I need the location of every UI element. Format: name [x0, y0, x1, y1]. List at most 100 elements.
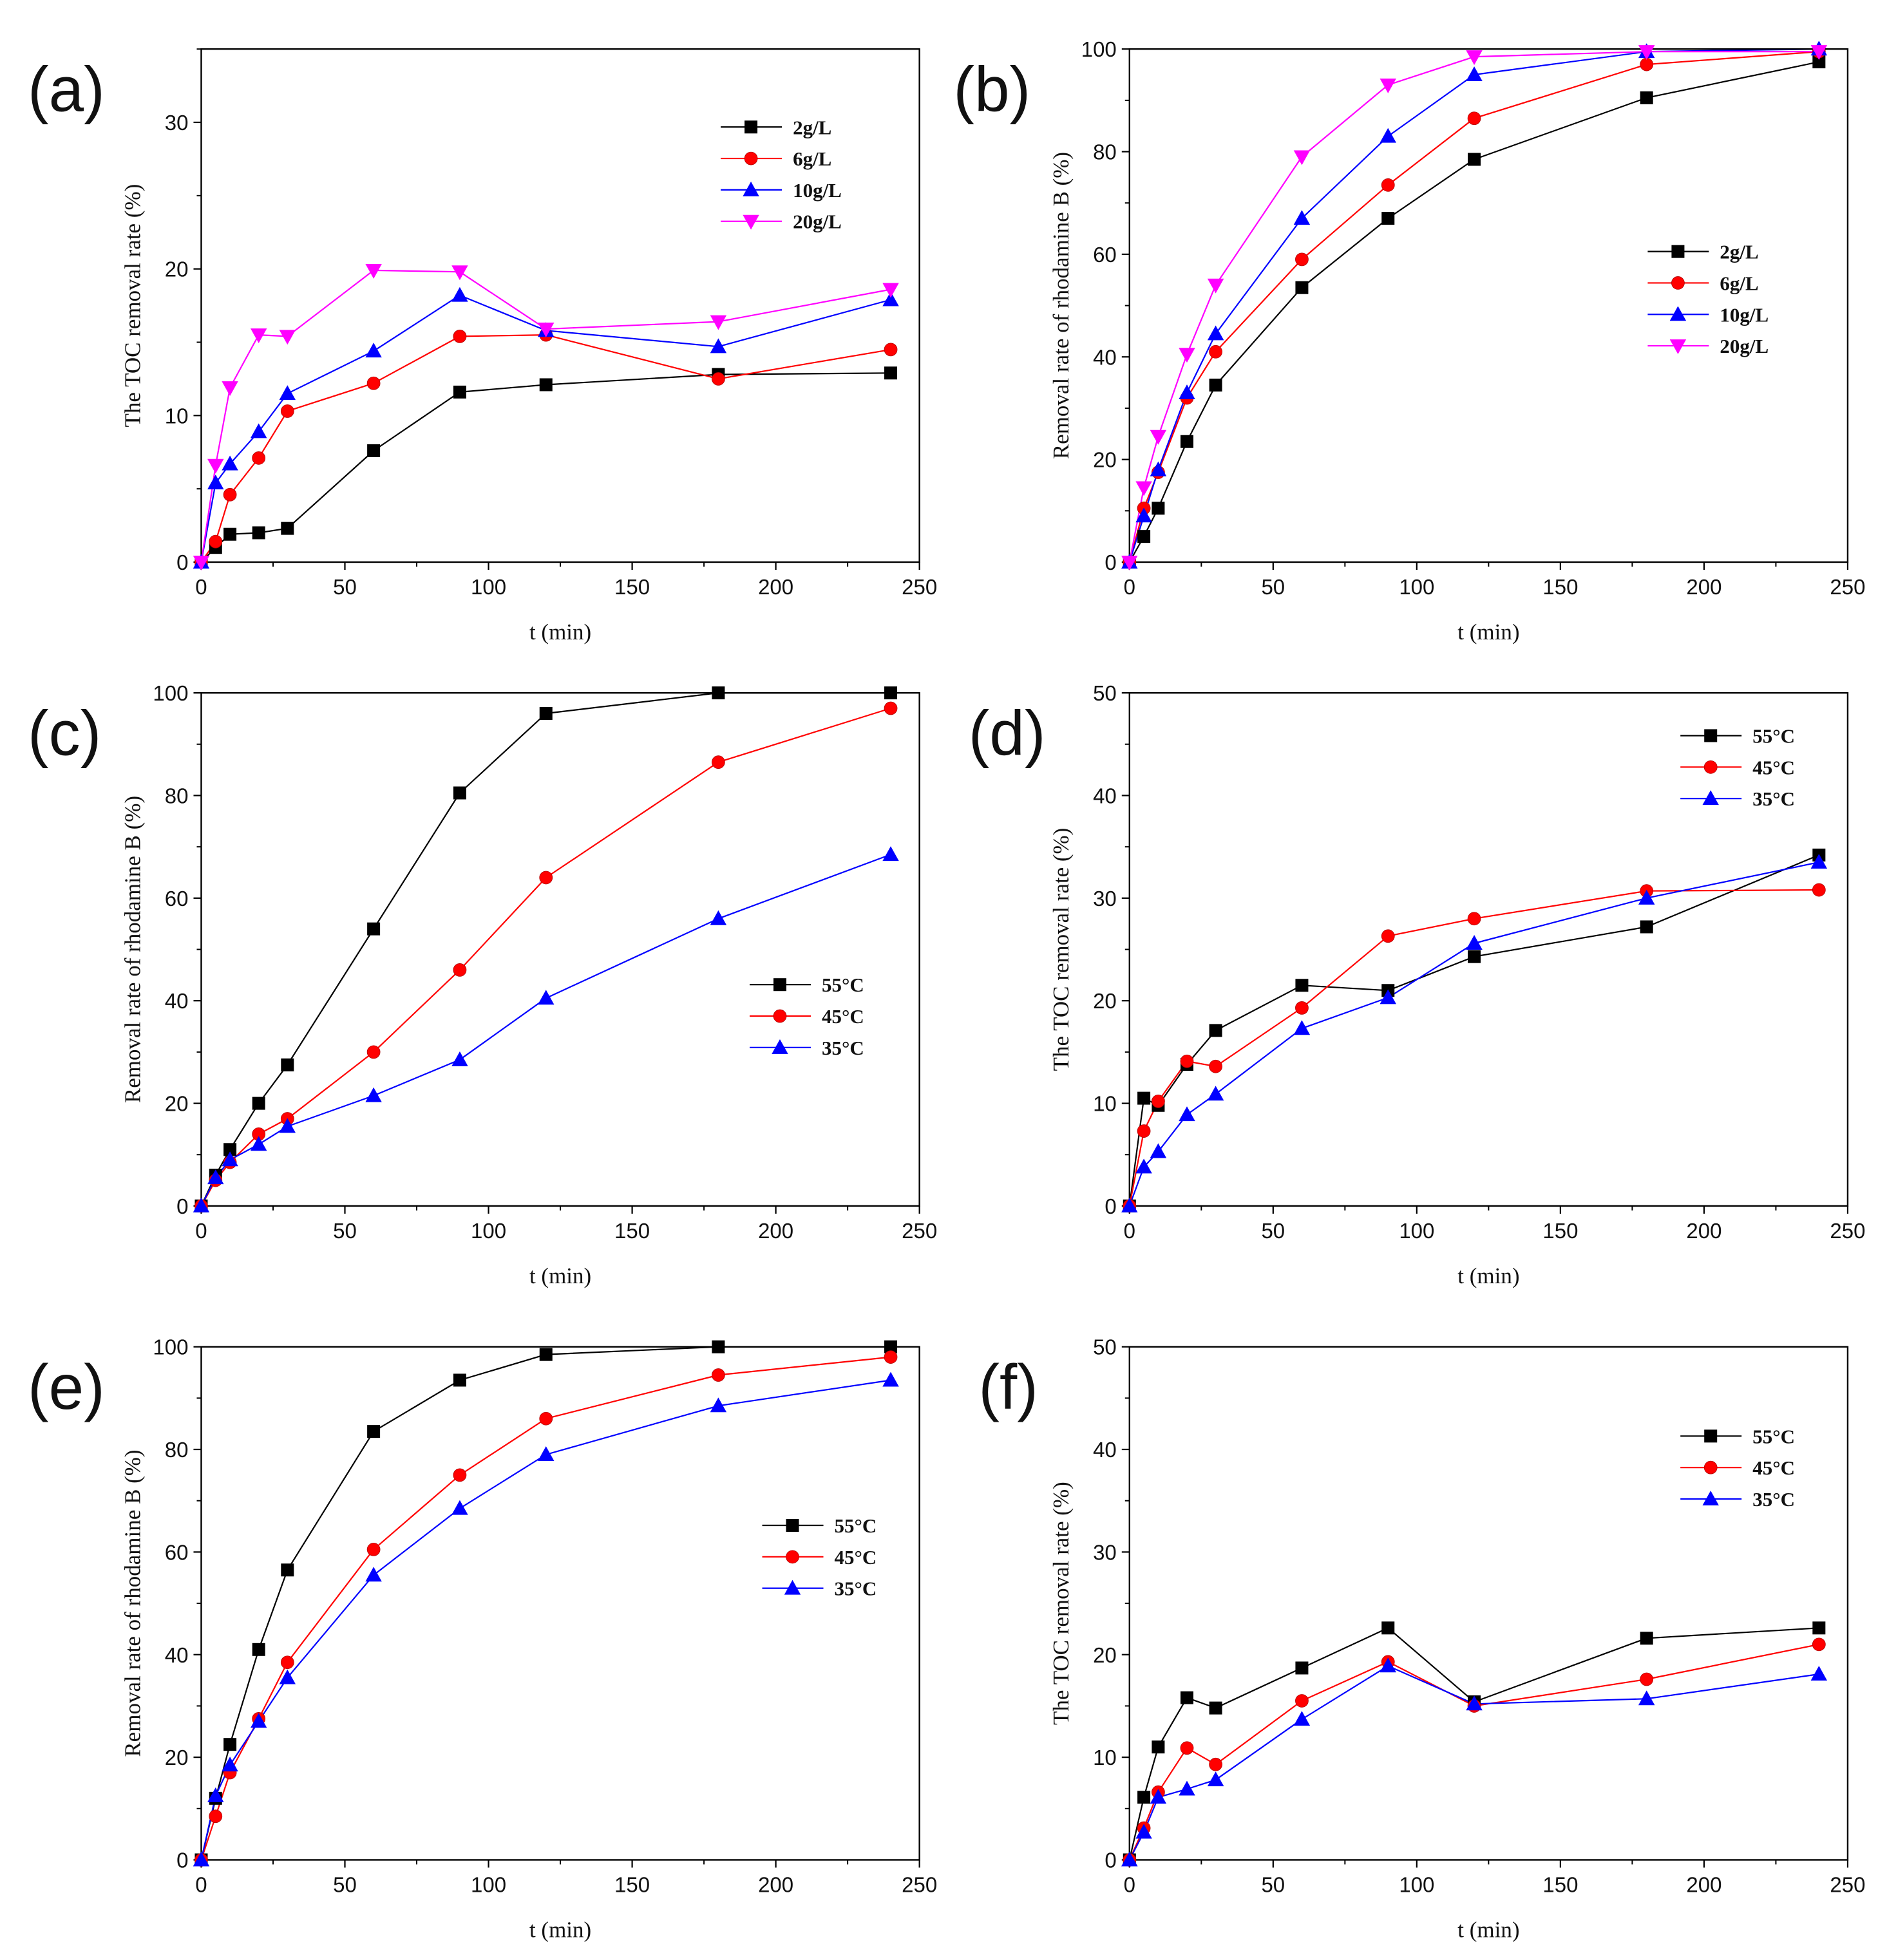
data-point-35°C: [1466, 1695, 1483, 1711]
data-point-35°C: [1207, 1771, 1224, 1787]
data-point-45°C: [453, 1468, 467, 1482]
y-tick-label: 0: [1105, 1194, 1116, 1218]
data-point-45°C: [209, 1809, 223, 1823]
data-point-35°C: [279, 1118, 296, 1133]
data-point-45°C: [539, 1411, 553, 1426]
data-point-55°C: [884, 686, 898, 700]
data-point-20g/L: [207, 458, 224, 474]
y-tick-label: 10: [1093, 1746, 1117, 1769]
legend-marker: [1702, 790, 1719, 806]
legend-marker: [1671, 245, 1685, 258]
data-point-6g/L: [1209, 344, 1222, 359]
y-tick-label: 10: [165, 404, 189, 428]
x-tick-label: 0: [1124, 1219, 1135, 1243]
legend-label: 20g/L: [1720, 335, 1768, 357]
data-point-35°C: [451, 1500, 468, 1515]
data-point-6g/L: [223, 487, 237, 502]
data-point-6g/L: [453, 330, 467, 343]
y-tick-label: 100: [153, 1335, 188, 1359]
series-line-10g/L: [201, 294, 891, 562]
y-tick-label: 0: [176, 1194, 188, 1218]
legend-marker: [773, 978, 786, 992]
data-point-55°C: [1137, 1791, 1151, 1804]
data-point-6g/L: [252, 451, 266, 465]
data-point-55°C: [453, 786, 466, 800]
data-point-20g/L: [1207, 278, 1224, 294]
data-point-55°C: [367, 1425, 381, 1438]
legend-marker: [1703, 1460, 1718, 1475]
panel-label: (c): [28, 698, 101, 769]
x-tick-label: 200: [1686, 575, 1721, 599]
data-point-20g/L: [365, 263, 382, 279]
data-point-45°C: [366, 1543, 381, 1556]
x-tick-label: 150: [614, 1872, 650, 1896]
legend-marker: [743, 181, 759, 196]
y-tick-label: 0: [176, 551, 188, 574]
data-point-45°C: [366, 1045, 381, 1059]
data-point-6g/L: [1295, 252, 1309, 267]
y-tick-label: 0: [176, 1848, 188, 1872]
data-point-55°C: [712, 686, 725, 700]
series-line-45°C: [201, 1356, 891, 1860]
data-point-45°C: [280, 1655, 294, 1670]
x-tick-label: 250: [902, 1872, 937, 1896]
y-tick-label: 80: [165, 1438, 189, 1462]
legend-label: 6g/L: [1720, 272, 1758, 294]
data-point-55°C: [1640, 920, 1653, 934]
data-point-45°C: [712, 755, 725, 769]
data-point-35°C: [250, 1713, 267, 1728]
y-tick-label: 0: [1105, 1848, 1116, 1872]
data-point-35°C: [1638, 889, 1655, 905]
data-point-35°C: [538, 1446, 555, 1461]
x-tick-label: 50: [333, 575, 357, 599]
legend-marker: [1703, 760, 1718, 774]
y-tick-label: 40: [1093, 345, 1117, 369]
data-point-35°C: [710, 1397, 727, 1413]
data-point-45°C: [1180, 1054, 1194, 1068]
y-axis-title: Removal rate of rhodamine B (%): [1048, 152, 1074, 459]
data-point-20g/L: [1380, 78, 1396, 93]
x-tick-label: 50: [333, 1219, 357, 1243]
data-point-55°C: [1295, 979, 1309, 992]
y-tick-label: 20: [165, 1746, 189, 1769]
data-point-20g/L: [882, 283, 899, 298]
data-point-55°C: [712, 1340, 725, 1353]
data-point-20g/L: [1466, 50, 1483, 66]
y-tick-label: 20: [1093, 1643, 1117, 1667]
panel-c: (c) 0 50 100 150 200 250 0 20 40 60 80 100 t (min) Rem…: [28, 681, 937, 1288]
data-point-2g/L: [1640, 91, 1653, 104]
y-tick-label: 80: [165, 784, 189, 807]
plot-frame: [1128, 1346, 1849, 1861]
data-point-35°C: [250, 1136, 267, 1151]
data-point-55°C: [539, 1348, 553, 1361]
y-axis-title: The TOC removal rate (%): [1048, 1482, 1074, 1725]
data-point-2g/L: [1209, 379, 1222, 392]
series-line-35°C: [1129, 1665, 1819, 1860]
panel-label: (a): [28, 54, 105, 125]
data-point-55°C: [1812, 1621, 1826, 1635]
data-point-45°C: [453, 963, 467, 977]
series-line-55°C: [1129, 854, 1819, 1206]
plot-frame: [200, 48, 920, 563]
data-point-45°C: [884, 1350, 898, 1364]
data-point-10g/L: [365, 343, 382, 358]
x-axis-title: t (min): [1457, 619, 1519, 645]
x-tick-label: 100: [1399, 575, 1434, 599]
data-point-55°C: [252, 1097, 265, 1110]
data-point-35°C: [1150, 1143, 1167, 1158]
data-point-6g/L: [712, 372, 725, 386]
legend-marker: [1702, 1491, 1719, 1505]
x-tick-label: 200: [1686, 1872, 1721, 1896]
x-tick-label: 0: [195, 575, 207, 599]
data-point-6g/L: [280, 404, 294, 418]
y-axis-title: The TOC removal rate (%): [1048, 828, 1074, 1071]
x-tick-label: 0: [195, 1872, 207, 1896]
y-tick-label: 50: [1093, 681, 1117, 705]
data-point-20g/L: [710, 315, 727, 330]
legend-label: 2g/L: [793, 116, 831, 138]
x-axis-title: t (min): [1457, 1263, 1519, 1288]
data-point-35°C: [222, 1151, 238, 1167]
x-axis-title: t (min): [529, 1917, 591, 1942]
data-point-55°C: [1295, 1661, 1309, 1675]
series-line-6g/L: [201, 334, 891, 562]
